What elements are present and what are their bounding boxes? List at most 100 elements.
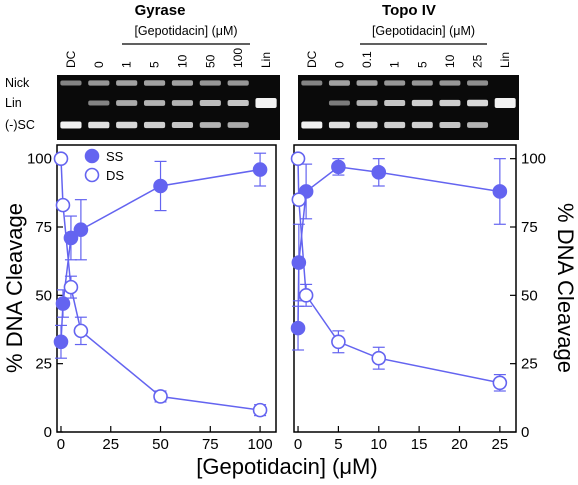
- topo-iv-band-lane-6-row-1: [439, 80, 461, 86]
- gyrase-lane-label-5: 5: [148, 61, 162, 68]
- topo-iv-lane-label-dc: DC: [305, 50, 319, 68]
- gyrase-lane-label-0: 0: [92, 61, 106, 68]
- gyrase-legend-marker-ss: [84, 148, 100, 164]
- gyrase-band-lane-2-row-2: [88, 100, 110, 106]
- gyrase-band-lane-7-row-2: [227, 99, 249, 107]
- topo-iv-series-ds-point: [371, 350, 387, 366]
- gyrase-series-ds-point: [73, 323, 89, 339]
- topo-iv-lane-label-lin: Lin: [498, 52, 512, 68]
- topo-iv-x-tick-label-10: 10: [370, 436, 387, 453]
- topo-iv-lane-label-10: 10: [443, 54, 457, 68]
- topo-iv-y-tick-label-100: 100: [521, 151, 546, 168]
- topo-iv-lane-label-0-1: 0.1: [360, 51, 374, 68]
- topo-iv-conc-label: [Gepotidacin] (μM): [372, 24, 475, 38]
- topo-iv-x-tick-label-20: 20: [451, 436, 468, 453]
- gyrase-band-lane-6-row-1: [199, 80, 221, 86]
- topo-iv-lane-label-1: 1: [388, 61, 402, 68]
- topo-iv-lane-label-5: 5: [415, 61, 429, 68]
- gyrase-x-tick-label-75: 75: [202, 436, 219, 453]
- gyrase-band-lane-4-row-1: [143, 80, 166, 86]
- band-label-nick: Nick: [5, 76, 30, 90]
- gyrase-series-ss-point: [55, 296, 71, 311]
- y-axis-title-left: % DNA Cleavage: [2, 203, 27, 373]
- gyrase-series-ss-point: [252, 162, 268, 177]
- topo-iv-series-ss-line: [297, 166, 501, 329]
- topo-iv-series-ss-point: [492, 184, 508, 199]
- gyrase-lane-label-1: 1: [120, 61, 134, 68]
- gyrase-legend-label-ss: SS: [106, 149, 124, 164]
- topo-iv-y-tick-label-0: 0: [521, 424, 529, 441]
- gyrase-series-ds-point: [252, 402, 268, 418]
- gyrase-series-ss-point: [153, 178, 168, 194]
- gyrase-band-lane-3-row-1: [116, 80, 138, 86]
- gyrase-lane-label-lin: Lin: [259, 52, 273, 68]
- topo-iv-x-tick-label-0: 0: [294, 436, 302, 453]
- gyrase-series-ds-line: [60, 158, 261, 411]
- topo-iv-chart: 0 5 10 15 20 25 0 25 50 75 100: [290, 144, 546, 453]
- gyrase-band-lane-2-row-1: [88, 80, 110, 86]
- topo-iv-band-lane-2-row-1: [328, 80, 350, 86]
- gyrase-band-lane-3-row-3: [116, 121, 138, 129]
- gyrase-series-ss-point: [73, 222, 89, 238]
- gyrase-y-tick-label-75: 75: [35, 219, 52, 236]
- gyrase-conc-label: [Gepotidacin] (μM): [134, 24, 237, 38]
- topo-iv-lane-label-0: 0: [332, 61, 346, 68]
- gyrase-band-lane-5-row-3: [171, 121, 194, 129]
- gyrase-x-tick-label-50: 50: [152, 436, 169, 453]
- gyrase-x-tick-label-100: 100: [248, 436, 273, 453]
- topo-iv-band-lane-2-row-2: [328, 100, 350, 106]
- topo-iv-band-lane-6-row-2: [439, 99, 461, 107]
- topo-iv-band-lane-1-row-3: [301, 121, 323, 129]
- gyrase-band-lane-7-row-3: [227, 122, 249, 128]
- gyrase-y-tick-label-50: 50: [35, 287, 52, 304]
- gyrase-x-tick-label-25: 25: [102, 436, 119, 453]
- topo-iv-band-lane-1-row-1: [301, 80, 323, 86]
- topo-iv-series-ds-point: [331, 334, 346, 350]
- gyrase-band-lane-5-row-1: [171, 80, 194, 86]
- topo-iv-band-lane-3-row-2: [356, 100, 378, 106]
- topo-iv-x-tick-label-15: 15: [411, 436, 428, 453]
- gyrase-band-lane-1-row-3: [60, 121, 82, 129]
- topo-iv-band-lane-5-row-3: [411, 121, 433, 129]
- gyrase-band-lane-2-row-3: [88, 121, 110, 129]
- topo-iv-band-lane-8-row-2: [494, 98, 516, 108]
- gyrase-band-lane-1-row-1: [60, 80, 82, 86]
- topo-iv-series-ds-point: [291, 192, 307, 207]
- topo-iv-band-lane-5-row-1: [411, 80, 433, 86]
- topo-iv-series-ss-point: [291, 255, 307, 270]
- topo-iv-band-lane-7-row-1: [467, 80, 489, 86]
- gyrase-legend-label-ds: DS: [106, 168, 124, 183]
- topo-iv-band-lane-3-row-3: [356, 121, 378, 129]
- topo-iv-series-ds-point: [290, 151, 306, 166]
- x-axis-title: [Gepotidacin] (μM): [196, 454, 377, 479]
- topo-iv-y-tick-label-50: 50: [521, 287, 538, 304]
- topo-iv-series-ds-point: [298, 288, 314, 303]
- topo-iv-gel-title: Topo IV: [382, 2, 436, 19]
- gyrase-legend-marker-ds: [84, 167, 100, 183]
- band-label-lin: Lin: [5, 96, 22, 110]
- topo-iv-band-lane-2-row-3: [328, 121, 350, 129]
- gyrase-band-lane-7-row-1: [227, 80, 249, 86]
- gyrase-series-ds-point: [53, 151, 69, 166]
- topo-iv-band-lane-4-row-1: [384, 80, 406, 86]
- gyrase-lane-label-50: 50: [203, 54, 217, 68]
- topo-iv-series-ds-point: [492, 375, 508, 391]
- gyrase-y-tick-label-25: 25: [35, 356, 52, 373]
- gyrase-band-lane-4-row-3: [143, 121, 166, 129]
- gyrase-lane-label-dc: DC: [64, 50, 78, 68]
- topo-iv-x-tick-label-25: 25: [492, 436, 509, 453]
- gyrase-band-lane-6-row-3: [199, 122, 221, 128]
- gyrase-band-lane-6-row-2: [199, 100, 221, 106]
- topo-iv-band-lane-4-row-3: [384, 121, 406, 129]
- gyrase-band-lane-8-row-2: [255, 98, 277, 108]
- gyrase-y-tick-label-100: 100: [27, 151, 52, 168]
- gyrase-gel-image: [57, 75, 280, 140]
- gyrase-series-ss-point: [53, 334, 69, 350]
- topo-iv-band-lane-3-row-1: [356, 80, 378, 86]
- gyrase-gel-title: Gyrase: [135, 2, 186, 19]
- topo-iv-series-ds-line: [297, 158, 501, 384]
- topo-iv-band-lane-6-row-3: [439, 121, 461, 129]
- topo-iv-gel-image: [298, 75, 519, 140]
- topo-iv-band-lane-5-row-2: [411, 99, 433, 107]
